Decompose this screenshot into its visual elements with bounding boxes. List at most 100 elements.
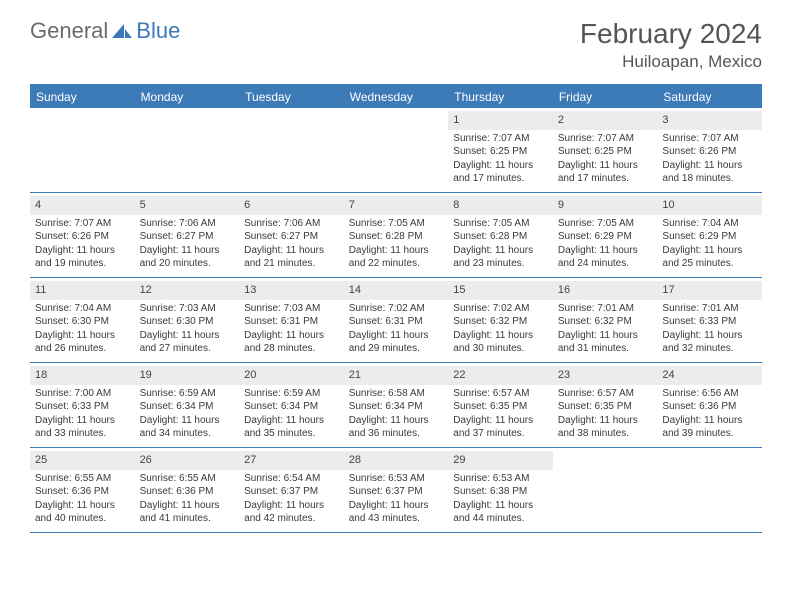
day-body: Sunrise: 7:06 AMSunset: 6:27 PMDaylight:… [140,217,235,271]
day-number: 8 [448,196,553,215]
day-number: 14 [344,281,449,300]
day-number: 20 [239,366,344,385]
day-cell: 19Sunrise: 6:59 AMSunset: 6:34 PMDayligh… [135,363,240,447]
sunset-line: Sunset: 6:36 PM [140,485,235,499]
daylight-line: Daylight: 11 hours and 40 minutes. [35,499,130,526]
daylight-line: Daylight: 11 hours and 34 minutes. [140,414,235,441]
day-cell: 10Sunrise: 7:04 AMSunset: 6:29 PMDayligh… [657,193,762,277]
day-cell: 13Sunrise: 7:03 AMSunset: 6:31 PMDayligh… [239,278,344,362]
logo: General Blue [30,18,180,44]
day-cell: 20 Sunrise: 6:59 AMSunset: 6:34 PMDayligh… [239,363,344,447]
daylight-line: Daylight: 11 hours and 29 minutes. [349,329,444,356]
sunset-line: Sunset: 6:33 PM [662,315,757,329]
day-body: Sunrise: 7:07 AMSunset: 6:26 PMDaylight:… [35,217,130,271]
sunset-line: Sunset: 6:30 PM [140,315,235,329]
sunrise-line: Sunrise: 7:02 AM [453,302,548,316]
header: General Blue February 2024 Huiloapan, Me… [0,0,792,80]
sunset-line: Sunset: 6:27 PM [140,230,235,244]
sunset-line: Sunset: 6:35 PM [558,400,653,414]
sunrise-line: Sunrise: 7:07 AM [35,217,130,231]
daylight-line: Daylight: 11 hours and 32 minutes. [662,329,757,356]
day-cell: 21Sunrise: 6:58 AMSunset: 6:34 PMDayligh… [344,363,449,447]
day-body: Sunrise: 6:55 AMSunset: 6:36 PMDaylight:… [140,472,235,526]
day-number: 6 [239,196,344,215]
day-cell: 17 Sunrise: 7:01 AMSunset: 6:33 PMDayligh… [657,278,762,362]
sunrise-line: Sunrise: 6:53 AM [453,472,548,486]
day-cell: 11Sunrise: 7:04 AMSunset: 6:30 PMDayligh… [30,278,135,362]
sunrise-line: Sunrise: 7:05 AM [453,217,548,231]
day-header: Tuesday [239,86,344,108]
day-number: 15 [448,281,553,300]
day-body: Sunrise: 6:59 AMSunset: 6:34 PMDaylight:… [244,387,339,441]
day-cell: 1Sunrise: 7:07 AMSunset: 6:25 PMDaylight… [448,108,553,192]
sunrise-line: Sunrise: 6:56 AM [662,387,757,401]
day-number: 27 [239,451,344,470]
day-number: 25 [30,451,135,470]
day-cell: 16Sunrise: 7:01 AMSunset: 6:32 PMDayligh… [553,278,658,362]
day-header: Friday [553,86,658,108]
sunrise-line: Sunrise: 6:58 AM [349,387,444,401]
day-cell [239,108,344,192]
day-body: Sunrise: 7:02 AMSunset: 6:32 PMDaylight:… [453,302,548,356]
logo-text-blue: Blue [136,18,180,44]
daylight-line: Daylight: 11 hours and 42 minutes. [244,499,339,526]
day-cell: 28Sunrise: 6:53 AMSunset: 6:37 PMDayligh… [344,448,449,532]
sunrise-line: Sunrise: 7:07 AM [558,132,653,146]
sunrise-line: Sunrise: 7:01 AM [662,302,757,316]
day-cell: 22Sunrise: 6:57 AMSunset: 6:35 PMDayligh… [448,363,553,447]
sunset-line: Sunset: 6:29 PM [662,230,757,244]
day-number: 10 [657,196,762,215]
day-body: Sunrise: 7:00 AMSunset: 6:33 PMDaylight:… [35,387,130,441]
day-number: 17 [657,281,762,300]
sunset-line: Sunset: 6:37 PM [244,485,339,499]
day-number: 12 [135,281,240,300]
sunset-line: Sunset: 6:38 PM [453,485,548,499]
day-cell: 24Sunrise: 6:56 AMSunset: 6:36 PMDayligh… [657,363,762,447]
week-row: 1Sunrise: 7:07 AMSunset: 6:25 PMDaylight… [30,108,762,193]
day-number: 18 [30,366,135,385]
sunrise-line: Sunrise: 6:53 AM [349,472,444,486]
day-number: 13 [239,281,344,300]
sunset-line: Sunset: 6:25 PM [558,145,653,159]
sunset-line: Sunset: 6:29 PM [558,230,653,244]
sunrise-line: Sunrise: 7:04 AM [662,217,757,231]
calendar: SundayMondayTuesdayWednesdayThursdayFrid… [30,84,762,533]
day-body: Sunrise: 6:56 AMSunset: 6:36 PMDaylight:… [662,387,757,441]
daylight-line: Daylight: 11 hours and 36 minutes. [349,414,444,441]
sunset-line: Sunset: 6:31 PM [349,315,444,329]
logo-text-general: General [30,18,108,44]
day-cell: 7Sunrise: 7:05 AMSunset: 6:28 PMDaylight… [344,193,449,277]
day-number: 4 [30,196,135,215]
day-number: 1 [448,111,553,130]
day-cell: 4 Sunrise: 7:07 AMSunset: 6:26 PMDaylight… [30,193,135,277]
daylight-line: Daylight: 11 hours and 26 minutes. [35,329,130,356]
day-body: Sunrise: 6:58 AMSunset: 6:34 PMDaylight:… [349,387,444,441]
sunset-line: Sunset: 6:31 PM [244,315,339,329]
day-number: 19 [135,366,240,385]
sunset-line: Sunset: 6:28 PM [349,230,444,244]
daylight-line: Daylight: 11 hours and 19 minutes. [35,244,130,271]
day-number: 9 [553,196,658,215]
sunrise-line: Sunrise: 7:05 AM [349,217,444,231]
day-body: Sunrise: 7:07 AMSunset: 6:26 PMDaylight:… [662,132,757,186]
daylight-line: Daylight: 11 hours and 43 minutes. [349,499,444,526]
sunset-line: Sunset: 6:35 PM [453,400,548,414]
sunrise-line: Sunrise: 7:07 AM [453,132,548,146]
day-header-row: SundayMondayTuesdayWednesdayThursdayFrid… [30,86,762,108]
sunset-line: Sunset: 6:32 PM [453,315,548,329]
sunset-line: Sunset: 6:25 PM [453,145,548,159]
day-body: Sunrise: 6:53 AMSunset: 6:37 PMDaylight:… [349,472,444,526]
day-cell: 12Sunrise: 7:03 AMSunset: 6:30 PMDayligh… [135,278,240,362]
day-cell: 14 Sunrise: 7:02 AMSunset: 6:31 PMDayligh… [344,278,449,362]
day-cell [344,108,449,192]
daylight-line: Daylight: 11 hours and 17 minutes. [558,159,653,186]
day-body: Sunrise: 7:02 AMSunset: 6:31 PMDaylight:… [349,302,444,356]
day-body: Sunrise: 7:01 AMSunset: 6:32 PMDaylight:… [558,302,653,356]
sunrise-line: Sunrise: 7:07 AM [662,132,757,146]
day-number: 7 [344,196,449,215]
sunrise-line: Sunrise: 6:54 AM [244,472,339,486]
day-cell: 3Sunrise: 7:07 AMSunset: 6:26 PMDaylight… [657,108,762,192]
sunrise-line: Sunrise: 7:06 AM [140,217,235,231]
day-cell: 5Sunrise: 7:06 AMSunset: 6:27 PMDaylight… [135,193,240,277]
sunrise-line: Sunrise: 7:05 AM [558,217,653,231]
